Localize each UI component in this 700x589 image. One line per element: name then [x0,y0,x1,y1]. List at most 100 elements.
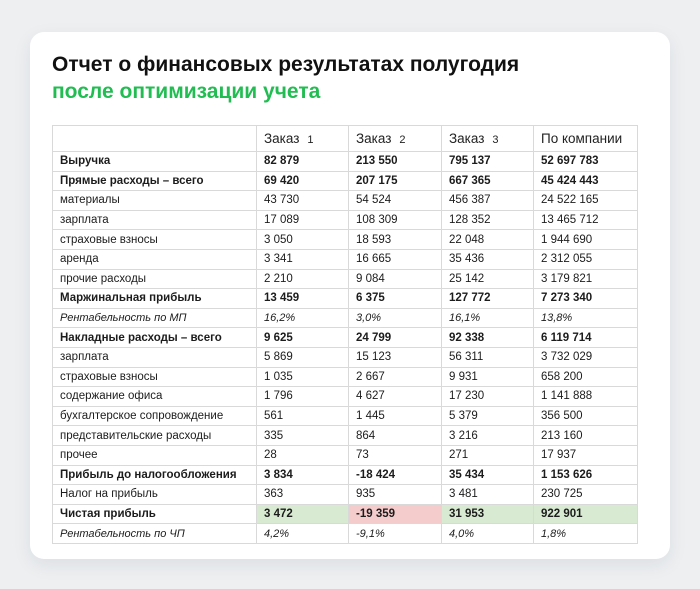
header-cell-order-2: Заказ 2 [348,125,442,152]
table-row: представительские расходы 335 864 3 216 213 … [52,425,638,446]
row-value: 1 153 626 [533,464,638,486]
row-value: 207 175 [348,170,442,192]
row-value: 658 200 [533,366,638,388]
row-value: 271 [441,444,534,466]
table-row: страховые взносы 3 050 18 593 22 048 1 944 6… [52,229,638,250]
table-row: бухгалтерское сопровождение 561 1 445 5 379… [52,405,638,427]
row-value: 128 352 [441,209,534,231]
row-value: 127 772 [441,288,534,309]
table-row: Маржинальная прибыль 13 459 6 375 127 772 7 … [52,288,638,309]
table-row: прочие расходы 2 210 9 084 25 142 3 179 821 [52,268,638,290]
row-value: 2 210 [256,268,349,290]
row-value: 3 216 [441,425,534,446]
row-value: 456 387 [441,190,534,211]
row-label: Прибыль до налогообложения [52,464,257,486]
row-value: 3,0% [348,307,442,329]
row-label: прочие расходы [52,268,257,290]
row-value: 230 725 [533,484,638,505]
row-value: 2 312 055 [533,248,638,270]
row-value: 22 048 [441,229,534,250]
row-value: 667 365 [441,170,534,192]
table-row: Чистая прибыль 3 472 -19 359 31 953 922 901 [52,503,638,525]
row-label: Маржинальная прибыль [52,288,257,309]
row-value: 1 141 888 [533,386,638,407]
row-value: 864 [348,425,442,446]
row-label: Выручка [52,151,257,172]
report-subtitle: после оптимизации учета [52,80,321,103]
financial-results-table: Заказ 1 Заказ 2 Заказ 3 По компании Выручка… [52,125,638,544]
row-label: содержание офиса [52,386,257,407]
row-value: 54 524 [348,190,442,211]
row-value: 356 500 [533,405,638,427]
row-value: 213 160 [533,425,638,446]
row-value: 4 627 [348,386,442,407]
row-value: 18 593 [348,229,442,250]
row-value: 31 953 [441,503,534,525]
row-value: 56 311 [441,346,534,368]
header-cell-order-1: Заказ 1 [256,125,349,152]
row-label: Налог на прибыль [52,484,257,505]
row-value: 3 472 [256,503,349,525]
row-value: 24 799 [348,327,442,348]
table-row: зарплата 17 089 108 309 128 352 13 465 712 [52,209,638,231]
table-row: Рентабельность по МП 16,2% 3,0% 16,1% 13,8% [52,307,638,329]
row-value: 16 665 [348,248,442,270]
row-value: 335 [256,425,349,446]
row-value: 1 944 690 [533,229,638,250]
row-value: 7 273 340 [533,288,638,309]
row-label: прочее [52,444,257,466]
row-value: -19 359 [348,503,442,525]
row-value: 9 084 [348,268,442,290]
table-row: аренда 3 341 16 665 35 436 2 312 055 [52,248,638,270]
row-value: 17 230 [441,386,534,407]
row-value: 561 [256,405,349,427]
row-label: Чистая прибыль [52,503,257,525]
row-value: 69 420 [256,170,349,192]
row-value: 1,8% [533,523,638,544]
row-value: 1 035 [256,366,349,388]
row-value: 52 697 783 [533,151,638,172]
row-label: Рентабельность по МП [52,307,257,329]
table-row: Выручка 82 879 213 550 795 137 52 697 783 [52,151,638,172]
row-value: 3 481 [441,484,534,505]
row-value: 35 436 [441,248,534,270]
row-value: 9 625 [256,327,349,348]
row-value: 1 445 [348,405,442,427]
table-row: Прибыль до налогообложения 3 834 -18 424 35… [52,464,638,486]
row-label: аренда [52,248,257,270]
row-value: 4,2% [256,523,349,544]
row-value: 935 [348,484,442,505]
row-value: 108 309 [348,209,442,231]
row-label: Рентабельность по ЧП [52,523,257,544]
row-value: -18 424 [348,464,442,486]
row-value: 363 [256,484,349,505]
table-body: Выручка 82 879 213 550 795 137 52 697 783 Пря… [52,151,638,544]
row-value: 24 522 165 [533,190,638,211]
row-label: зарплата [52,209,257,231]
row-value: 3 341 [256,248,349,270]
table-row: зарплата 5 869 15 123 56 311 3 732 029 [52,346,638,368]
row-value: 1 796 [256,386,349,407]
report-card: Отчет о финансовых результатах полугодия… [30,32,670,559]
row-value: 25 142 [441,268,534,290]
row-label: материалы [52,190,257,211]
report-title: Отчет о финансовых результатах полугодия [52,53,520,76]
row-value: 17 089 [256,209,349,231]
row-value: 17 937 [533,444,638,466]
table-header-row: Заказ 1 Заказ 2 Заказ 3 По компании [52,125,638,152]
row-value: 3 834 [256,464,349,486]
row-value: 5 379 [441,405,534,427]
row-label: страховые взносы [52,229,257,250]
table-row: страховые взносы 1 035 2 667 9 931 658 200 [52,366,638,388]
table-row: Рентабельность по ЧП 4,2% -9,1% 4,0% 1,8% [52,523,638,544]
row-value: -9,1% [348,523,442,544]
row-value: 795 137 [441,151,534,172]
row-value: 6 119 714 [533,327,638,348]
row-value: 45 424 443 [533,170,638,192]
row-label: зарплата [52,346,257,368]
row-value: 13 459 [256,288,349,309]
row-value: 13 465 712 [533,209,638,231]
row-value: 15 123 [348,346,442,368]
row-value: 213 550 [348,151,442,172]
row-value: 92 338 [441,327,534,348]
